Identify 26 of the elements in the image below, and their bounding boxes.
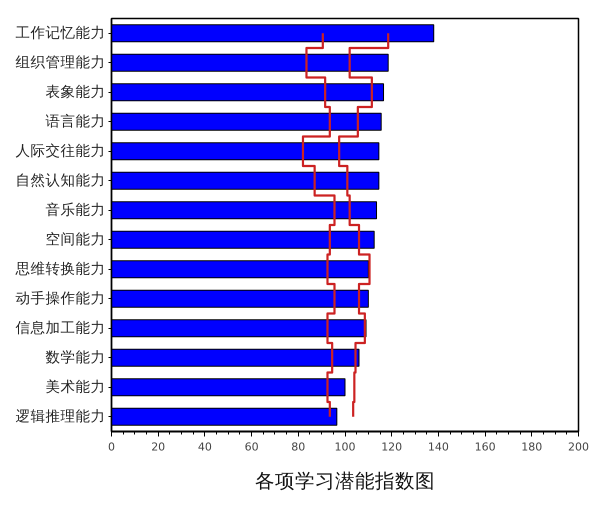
x-tick-label: 80 — [291, 440, 306, 454]
y-tick-label: 工作记忆能力 — [16, 24, 106, 42]
y-tick-label: 数学能力 — [46, 348, 106, 366]
y-tick-label: 人际交往能力 — [16, 142, 106, 160]
y-tick-label: 逻辑推理能力 — [16, 408, 106, 425]
x-tick-label: 200 — [568, 440, 589, 454]
x-tick-label: 140 — [428, 440, 449, 454]
x-tick-label: 100 — [334, 440, 356, 454]
y-tick-label: 思维转换能力 — [14, 260, 106, 278]
x-tick-label: 20 — [151, 440, 166, 454]
x-tick-label: 160 — [474, 440, 496, 454]
y-tick-label: 空间能力 — [46, 230, 106, 248]
y-tick-label: 美术能力 — [46, 378, 106, 396]
y-tick-label: 自然认知能力 — [16, 172, 106, 189]
x-tick-label: 60 — [244, 440, 259, 454]
y-tick-label: 音乐能力 — [46, 201, 106, 218]
x-tick-label: 120 — [381, 440, 402, 454]
text: 各项学习潜能指数图 — [255, 470, 435, 492]
y-tick-label: 动手操作能力 — [16, 290, 106, 307]
y-tick-label: 组织管理能力 — [16, 54, 106, 71]
x-tick-label: 180 — [521, 440, 542, 454]
x-tick-label: 0 — [108, 440, 115, 454]
y-tick-label: 语言能力 — [46, 112, 106, 130]
y-tick-label: 信息加工能力 — [16, 319, 106, 336]
y-tick-label: 表象能力 — [46, 83, 106, 100]
x-tick-label: 40 — [198, 440, 212, 454]
